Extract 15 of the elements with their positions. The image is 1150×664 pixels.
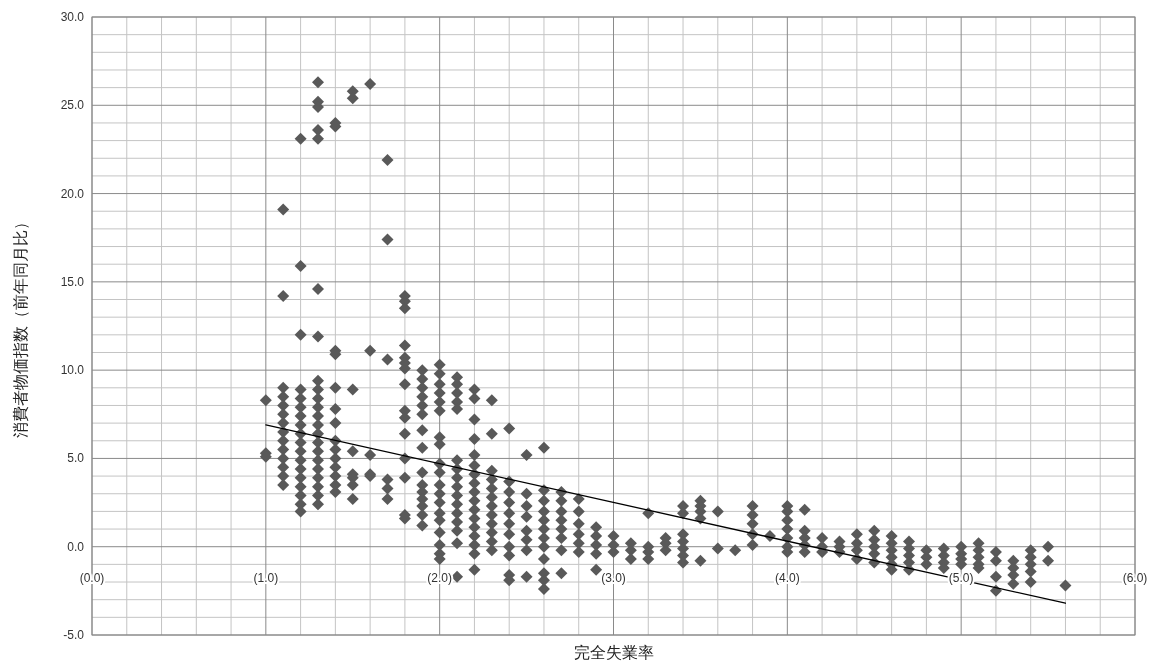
x-axis-title: 完全失業率 <box>573 644 654 661</box>
x-tick-label: (1.0) <box>253 570 279 585</box>
y-tick-label: 0.0 <box>67 539 85 554</box>
x-tick-label: (6.0) <box>1122 570 1148 585</box>
x-tick-label: (4.0) <box>774 570 800 585</box>
x-tick-label: (0.0) <box>79 570 105 585</box>
x-tick-label: (2.0) <box>427 570 453 585</box>
y-tick-label: 10.0 <box>60 363 85 378</box>
y-tick-label: 20.0 <box>60 186 85 201</box>
y-tick-label: -5.0 <box>63 628 85 642</box>
y-tick-label: 25.0 <box>60 98 85 113</box>
y-tick-label: 5.0 <box>67 451 85 466</box>
y-tick-label: 30.0 <box>60 10 85 24</box>
y-tick-label: 15.0 <box>60 274 85 289</box>
y-axis-title: 消費者物価指数（前年同月比） <box>12 214 29 438</box>
